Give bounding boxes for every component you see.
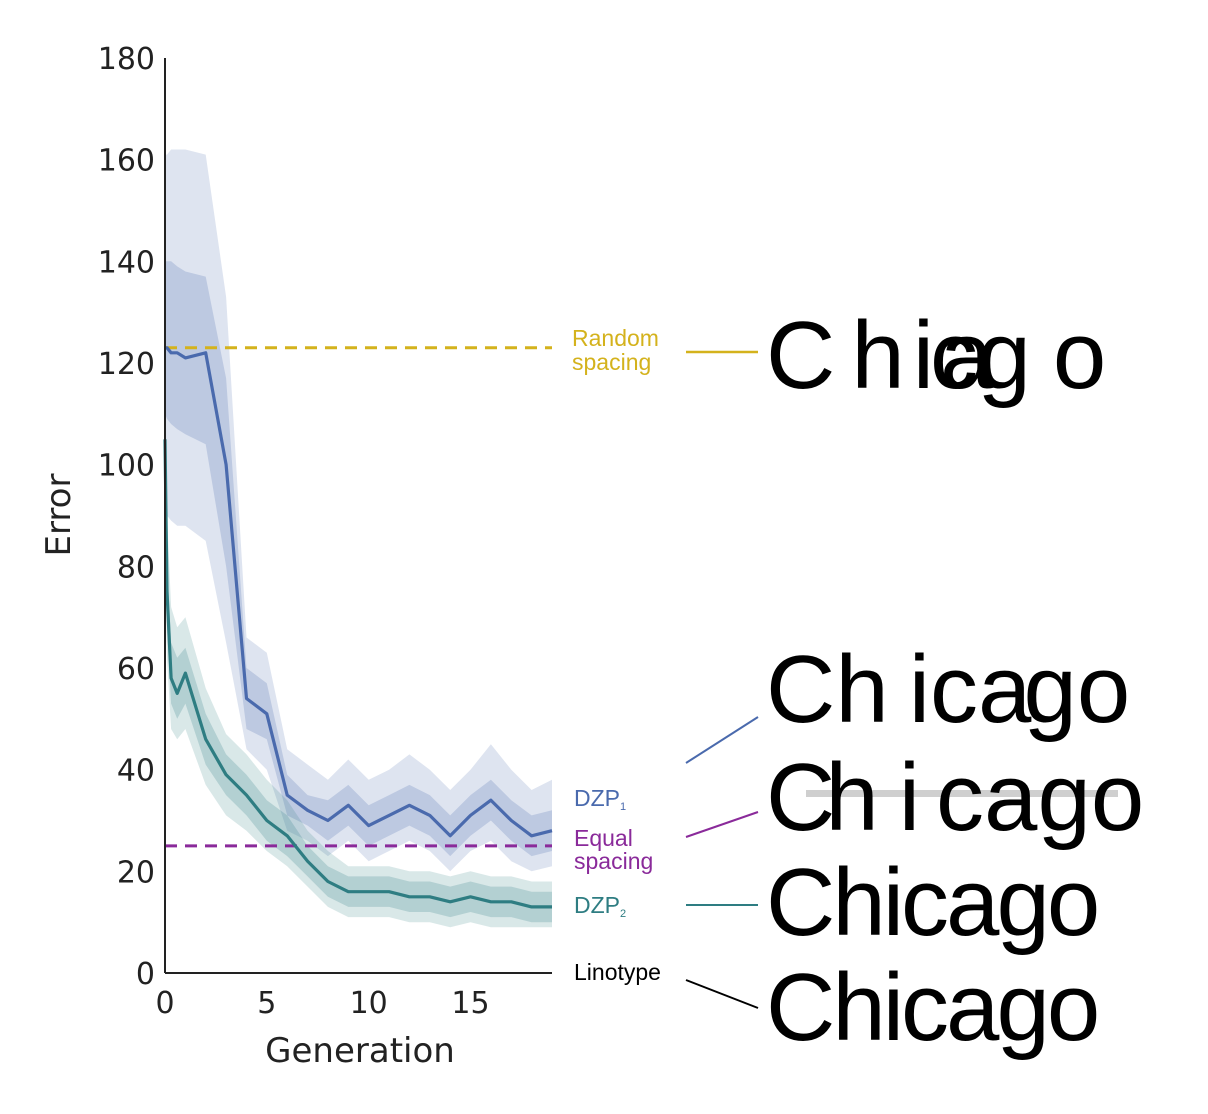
axes (164, 58, 552, 974)
equal-spacing-connector (685, 811, 759, 838)
sample-equal-spacing: Ch i cago (766, 744, 1144, 851)
series-lines (163, 346, 553, 909)
sample-dzp1-ch: Ch (766, 636, 889, 743)
linotype-connector (685, 979, 759, 1009)
x-axis-title: Generation (265, 1031, 455, 1071)
sample-dzp1-icago: ica (909, 636, 1032, 743)
y-tick-label: 20 (117, 855, 155, 890)
sample-random-g: g (977, 302, 1030, 409)
series-2-outer-band (165, 337, 552, 928)
series-1-inner-band (165, 261, 552, 857)
dzp1-label-subscript: 1 (620, 801, 626, 813)
dzp1-connector (685, 716, 759, 764)
sample-equal-h: h (825, 744, 878, 851)
y-tick-label: 100 (98, 449, 155, 484)
x-tick-label: 10 (350, 986, 388, 1021)
dzp2-label-subscript: 2 (620, 908, 626, 920)
y-tick-label: 80 (117, 550, 155, 585)
sample-random-c: C (766, 302, 835, 409)
series-1-line (165, 346, 553, 838)
y-tick-label: 160 (98, 144, 155, 179)
dzp2-label-name: DZP (574, 892, 620, 918)
sample-equal-i: i (899, 744, 920, 851)
series-2-line (163, 439, 552, 909)
dzp1-label-name: DZP (574, 785, 620, 811)
y-tick-label: 180 (98, 42, 155, 77)
series-annotations: Random spacing DZP1 Equal spacing DZP2 L… (572, 325, 759, 1009)
x-tick-labels: 0 5 10 15 (155, 986, 489, 1021)
y-tick-label: 0 (136, 957, 155, 992)
y-tick-labels: 0 20 40 60 80 100 120 140 160 180 (98, 42, 155, 992)
plot-area: 0 20 40 60 80 100 120 140 160 180 0 5 10 15 Error Ge… (39, 42, 553, 1071)
y-tick-label: 120 (98, 347, 155, 382)
sample-random-h: h (851, 302, 904, 409)
sample-dzp1: Ch icago (766, 636, 1130, 743)
sample-dzp1-go: go (1023, 636, 1130, 743)
random-spacing-label-line1: Random (572, 325, 659, 351)
sample-equal-strike (806, 790, 1118, 797)
dzp2-label: DZP2 (574, 892, 626, 920)
sample-random-a: a (940, 302, 994, 409)
sample-equal-c: C (766, 744, 835, 851)
equal-spacing-label-line1: Equal (574, 825, 633, 851)
y-tick-label: 60 (117, 652, 155, 687)
x-tick-label: 0 (155, 986, 174, 1021)
baseline-lines (165, 346, 552, 848)
confidence-bands (165, 149, 552, 928)
equal-spacing-label: Equal spacing (574, 825, 653, 874)
equal-spacing-label-line2: spacing (574, 848, 653, 874)
linotype-label: Linotype (574, 959, 661, 985)
sample-linotype: Chicago (766, 954, 1097, 1061)
sample-equal-cago: cago (936, 744, 1144, 851)
sample-dzp2: Chicago (766, 849, 1097, 956)
y-tick-label: 40 (117, 754, 155, 789)
random-spacing-label: Random spacing (572, 325, 665, 375)
random-spacing-label-line2: spacing (572, 349, 651, 375)
sample-random-i: i (913, 302, 934, 409)
dzp1-label: DZP1 (574, 785, 626, 813)
y-axis-title: Error (39, 474, 79, 557)
sample-random-c2: c (930, 302, 978, 409)
y-tick-label: 140 (98, 245, 155, 280)
series-1-outer-band (165, 149, 552, 872)
x-tick-label: 5 (257, 986, 276, 1021)
x-tick-label: 15 (451, 986, 489, 1021)
sample-random-o: o (1053, 302, 1106, 409)
